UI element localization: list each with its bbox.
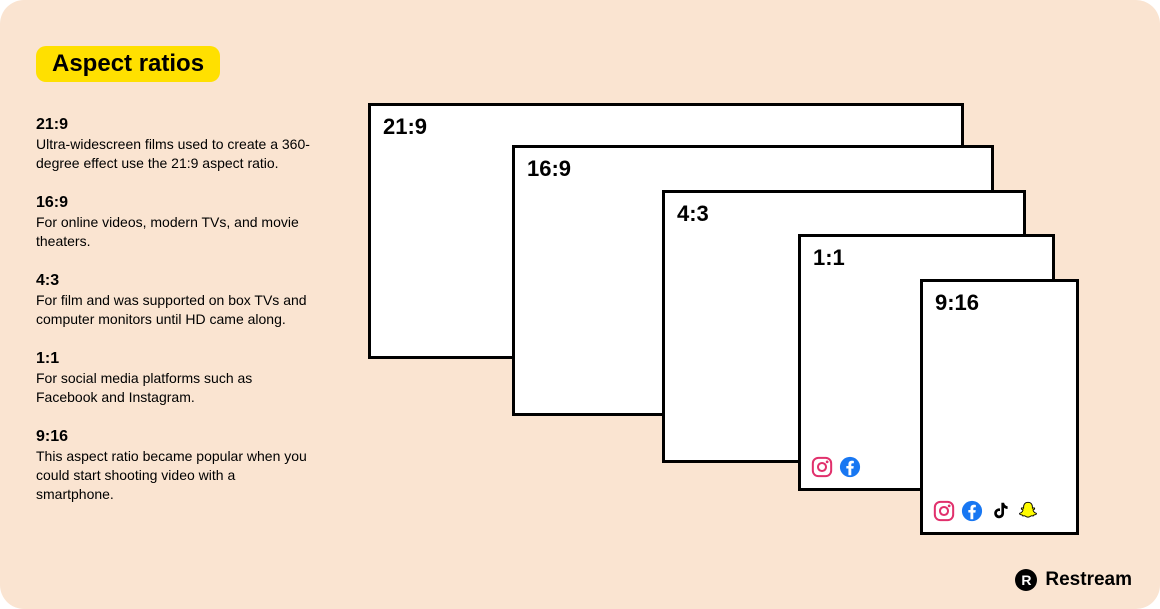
aspect-box-16-9: 16:9	[512, 145, 994, 416]
instagram-icon	[811, 456, 833, 478]
platform-icons-row	[811, 456, 861, 478]
desc-1-1: 1:1 For social media platforms such as F…	[36, 349, 316, 407]
aspect-box-21-9: 21:9	[368, 103, 964, 359]
desc-heading: 21:9	[36, 115, 316, 134]
desc-9-16: 9:16 This aspect ratio became popular wh…	[36, 427, 316, 504]
aspect-box-label: 9:16	[935, 290, 979, 316]
desc-heading: 4:3	[36, 271, 316, 290]
desc-body: Ultra-widescreen films used to create a …	[36, 135, 316, 173]
aspect-box-label: 21:9	[383, 114, 427, 140]
instagram-icon	[933, 500, 955, 522]
desc-heading: 9:16	[36, 427, 316, 446]
aspect-box-label: 16:9	[527, 156, 571, 182]
aspect-box-1-1: 1:1	[798, 234, 1055, 491]
aspect-box-label: 1:1	[813, 245, 845, 271]
brand-mark: R Restream	[1015, 569, 1132, 591]
aspect-box-label: 4:3	[677, 201, 709, 227]
desc-heading: 1:1	[36, 349, 316, 368]
desc-body: This aspect ratio became popular when yo…	[36, 447, 316, 504]
infographic-canvas: Aspect ratios 21:9 Ultra-widescreen film…	[0, 0, 1160, 609]
platform-icons-row	[933, 500, 1039, 522]
desc-heading: 16:9	[36, 193, 316, 212]
facebook-icon	[839, 456, 861, 478]
tiktok-icon	[989, 500, 1011, 522]
desc-body: For social media platforms such as Faceb…	[36, 369, 316, 407]
aspect-box-4-3: 4:3	[662, 190, 1026, 463]
facebook-icon	[961, 500, 983, 522]
desc-body: For online videos, modern TVs, and movie…	[36, 213, 316, 251]
desc-4-3: 4:3 For film and was supported on box TV…	[36, 271, 316, 329]
desc-16-9: 16:9 For online videos, modern TVs, and …	[36, 193, 316, 251]
aspect-box-9-16: 9:16	[920, 279, 1079, 535]
brand-name: Restream	[1045, 569, 1132, 591]
brand-badge-icon: R	[1015, 569, 1037, 591]
desc-body: For film and was supported on box TVs an…	[36, 291, 316, 329]
snapchat-icon	[1017, 500, 1039, 522]
title-pill: Aspect ratios	[36, 46, 220, 82]
descriptions-column: 21:9 Ultra-widescreen films used to crea…	[36, 115, 316, 524]
desc-21-9: 21:9 Ultra-widescreen films used to crea…	[36, 115, 316, 173]
